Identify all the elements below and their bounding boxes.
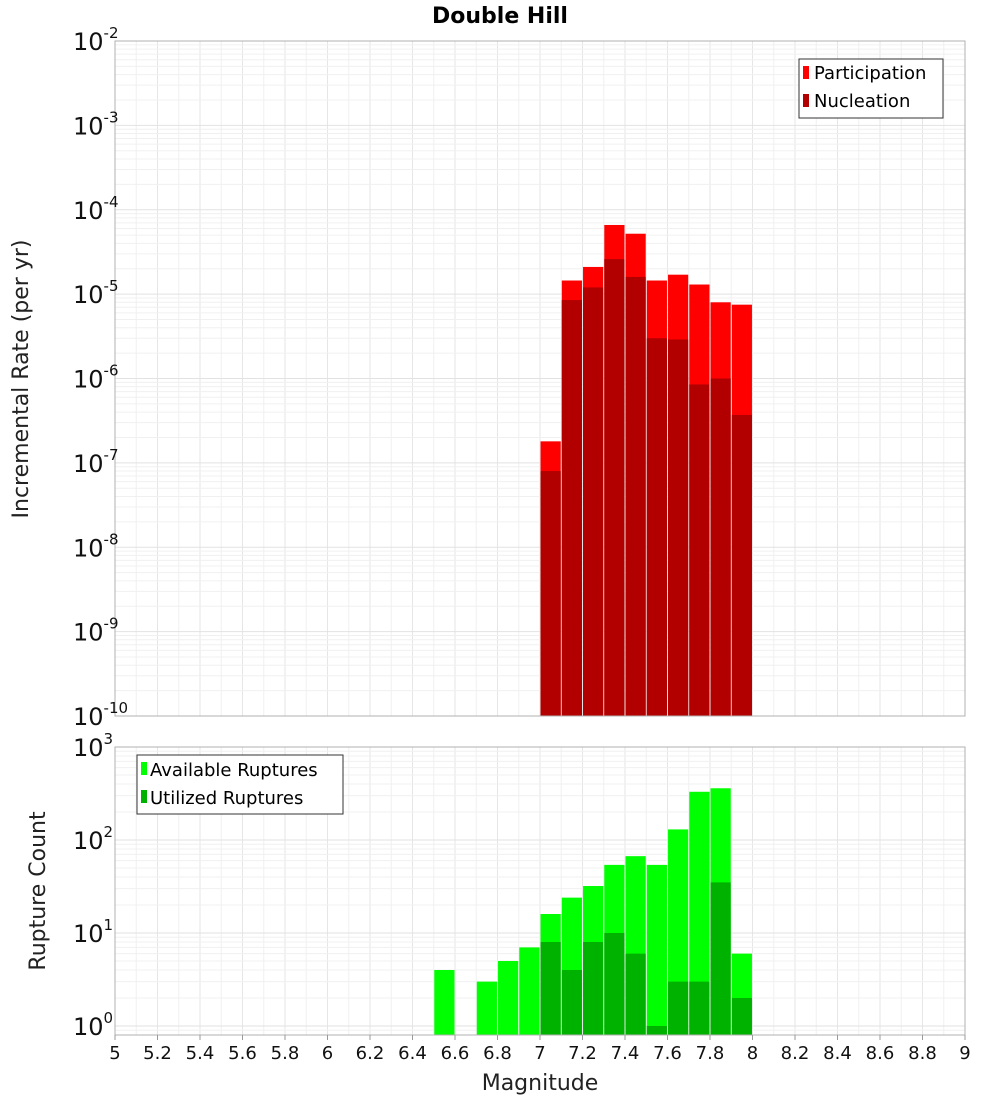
count-gridlines (114, 747, 966, 1036)
bar-available-ruptures (689, 791, 710, 1035)
bar-nucleation (625, 276, 646, 716)
x-tick-label: 7.6 (653, 1043, 682, 1064)
x-tick-label: 8.4 (823, 1043, 852, 1064)
legend-swatch-utilized (141, 790, 147, 803)
count-legend: Available Ruptures Utilized Ruptures (136, 754, 344, 815)
bar-nucleation (540, 471, 561, 716)
bar-available-ruptures (646, 864, 667, 1035)
x-tick-label: 5.6 (228, 1043, 257, 1064)
y-tick-label: 10-5 (73, 277, 119, 309)
x-tick-label: 5 (109, 1043, 120, 1064)
y-tick-label: 10-6 (73, 362, 119, 394)
bar-utilized-ruptures (689, 981, 710, 1035)
count-legend-box (136, 754, 344, 815)
chart-title: Double Hill (432, 4, 568, 29)
bar-nucleation (668, 339, 689, 716)
legend-label-participation: Participation (814, 63, 926, 84)
x-tick-label: 8.2 (781, 1043, 810, 1064)
x-tick-label: 5.4 (186, 1043, 215, 1064)
x-tick-label: 8.6 (866, 1043, 895, 1064)
bar-utilized-ruptures (583, 942, 604, 1035)
y-tick-label: 101 (73, 916, 113, 948)
bar-nucleation (646, 338, 667, 716)
legend-label-nucleation: Nucleation (814, 91, 910, 112)
count-y-axis-title: Rupture Count (26, 811, 51, 971)
bar-nucleation (583, 287, 604, 716)
x-axis-title: Magnitude (482, 1071, 599, 1096)
bar-utilized-ruptures (731, 997, 752, 1035)
y-tick-label: 10-9 (73, 615, 119, 647)
legend-swatch-available (141, 762, 147, 775)
x-tick-label: 7.2 (568, 1043, 597, 1064)
y-tick-label: 10-7 (73, 446, 119, 478)
x-tick-label: 7.4 (611, 1043, 640, 1064)
y-tick-label: 103 (73, 730, 113, 762)
bar-utilized-ruptures (625, 953, 646, 1035)
rate-legend: Participation Nucleation (798, 58, 944, 119)
bar-available-ruptures (519, 947, 540, 1035)
rate-plot-border (114, 40, 966, 717)
y-tick-label: 10-8 (73, 530, 119, 562)
x-tick-label: 8.8 (908, 1043, 937, 1064)
bar-nucleation (561, 300, 582, 716)
x-tick-label: 6.2 (356, 1043, 385, 1064)
bar-available-ruptures (476, 981, 497, 1035)
y-tick-label: 100 (73, 1009, 113, 1041)
x-tick-label: 6.8 (483, 1043, 512, 1064)
rate-y-ticks: 10-2 10-3 10-4 10-5 10-6 10-7 10-8 10-9 10-10 (73, 24, 128, 731)
legend-label-utilized: Utilized Ruptures (150, 788, 303, 809)
x-tick-label: 5.8 (271, 1043, 300, 1064)
count-y-ticks: 103 102 101 100 (73, 730, 113, 1041)
rate-gridlines (114, 41, 966, 717)
legend-swatch-participation (803, 66, 809, 79)
y-tick-label: 102 (73, 823, 113, 855)
x-tick-label: 6.6 (441, 1043, 470, 1064)
x-tick-label: 6.4 (398, 1043, 427, 1064)
bar-utilized-ruptures (646, 1025, 667, 1035)
legend-label-available: Available Ruptures (150, 760, 318, 781)
bar-nucleation (710, 378, 731, 716)
bar-nucleation (689, 384, 710, 716)
x-tick-label: 5.2 (143, 1043, 172, 1064)
count-panel: 103 102 101 100 Rupture Count Available Rup… (26, 730, 966, 1041)
bar-utilized-ruptures (540, 942, 561, 1035)
x-tick-label: 8 (747, 1043, 758, 1064)
y-tick-label: 10-4 (73, 193, 119, 225)
x-tick-label: 7 (534, 1043, 545, 1064)
x-tick-label: 9 (959, 1043, 970, 1064)
bar-available-ruptures (498, 960, 519, 1035)
x-tick-label: 6 (322, 1043, 333, 1064)
bar-utilized-ruptures (604, 932, 625, 1035)
y-tick-label: 10-10 (73, 699, 128, 731)
x-tick-label: 7.8 (696, 1043, 725, 1064)
count-bars (434, 788, 752, 1035)
x-axis-ticks: 5 5.2 5.4 5.6 5.8 6 6.2 6.4 6.6 6.8 7 7.2 7.4 7.6 7.8 8… (109, 1035, 971, 1064)
rate-bars (540, 224, 752, 716)
bar-utilized-ruptures (668, 981, 689, 1035)
rate-y-axis-title: Incremental Rate (per yr) (9, 240, 34, 519)
legend-swatch-nucleation (803, 94, 809, 107)
bar-utilized-ruptures (561, 969, 582, 1035)
y-tick-label: 10-2 (73, 24, 119, 56)
bar-utilized-ruptures (710, 882, 731, 1035)
bar-nucleation (731, 414, 752, 716)
bar-nucleation (604, 259, 625, 716)
rate-legend-box (798, 58, 944, 119)
y-tick-label: 10-3 (73, 108, 119, 140)
bar-available-ruptures (434, 969, 455, 1035)
rate-panel: 10-2 10-3 10-4 10-5 10-6 10-7 10-8 10-9 10-10 In… (9, 24, 966, 731)
